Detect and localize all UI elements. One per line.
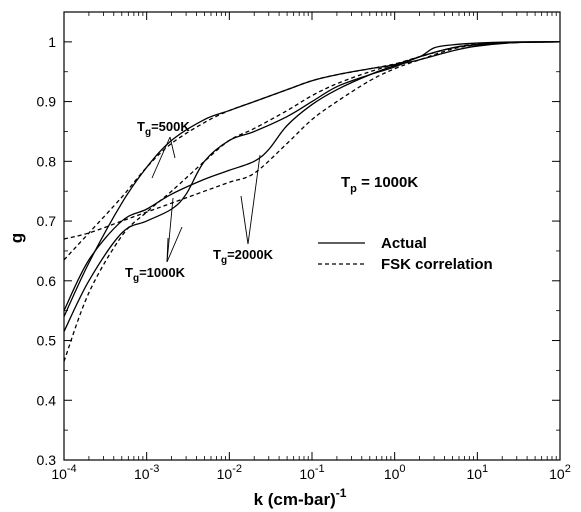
annotation-tp-1000k: Tp = 1000K [341, 174, 418, 195]
x-tick-label: 101 [466, 463, 488, 482]
y-tick-label: 0.3 [37, 452, 57, 468]
x-tick-label: 10-2 [217, 463, 242, 482]
y-tick-label: 0.9 [37, 94, 57, 110]
annotation-leader [166, 226, 183, 263]
annotation-tg-2000k: Tg=2000K [213, 154, 274, 266]
data-series [63, 41, 561, 362]
x-tick-label: 100 [384, 463, 406, 482]
legend: Actual FSK correlation [318, 235, 493, 273]
annotation-leader [240, 195, 249, 245]
fsk-correlation-curve-5 [63, 41, 561, 362]
x-tick-label: 10-1 [299, 463, 324, 482]
annotation-tg-500k: Tg=500K [137, 119, 190, 179]
x-tick-label: 10-3 [134, 463, 159, 482]
annotation-leader [166, 197, 174, 263]
y-tick-label: 0.5 [37, 333, 57, 349]
svg-text:Tg=1000K: Tg=1000K [125, 265, 186, 284]
y-tick-label: 1 [48, 34, 56, 50]
x-axis-title: k (cm-bar)-1 [254, 486, 347, 509]
axis-ticks [63, 11, 561, 461]
y-tick-label: 0.6 [37, 273, 57, 289]
legend-label-actual: Actual [381, 235, 427, 252]
fsk-correlation-curve-4 [63, 41, 561, 261]
y-tick-label: 0.7 [37, 213, 57, 229]
x-tick-label: 10-4 [51, 463, 76, 482]
annotation-leader [247, 154, 261, 245]
fsk-correlation-curve-6 [63, 41, 561, 240]
svg-text:Tg=2000K: Tg=2000K [213, 247, 274, 266]
annotation-leader [166, 237, 169, 263]
annotation-leader [151, 136, 171, 179]
axis-tick-labels: 10-4 10-3 10-2 10-1 100 101 102 0.3 0.4 0.5 0.6 0.7… [37, 34, 571, 482]
y-tick-label: 0.4 [37, 392, 57, 408]
actual-curve-3 [63, 41, 561, 311]
svg-text:Tg=500K: Tg=500K [137, 119, 190, 138]
plot-frame [63, 11, 561, 461]
actual-curve-2 [63, 41, 561, 332]
y-axis-title: g [7, 233, 26, 243]
legend-label-fsk-correlation: FSK correlation [381, 256, 493, 273]
annotation-tg-1000k: Tg=1000K [125, 197, 186, 284]
annotation-leader [169, 136, 176, 159]
x-tick-label: 102 [549, 463, 571, 482]
y-tick-label: 0.8 [37, 153, 57, 169]
actual-curve-1 [63, 41, 561, 317]
